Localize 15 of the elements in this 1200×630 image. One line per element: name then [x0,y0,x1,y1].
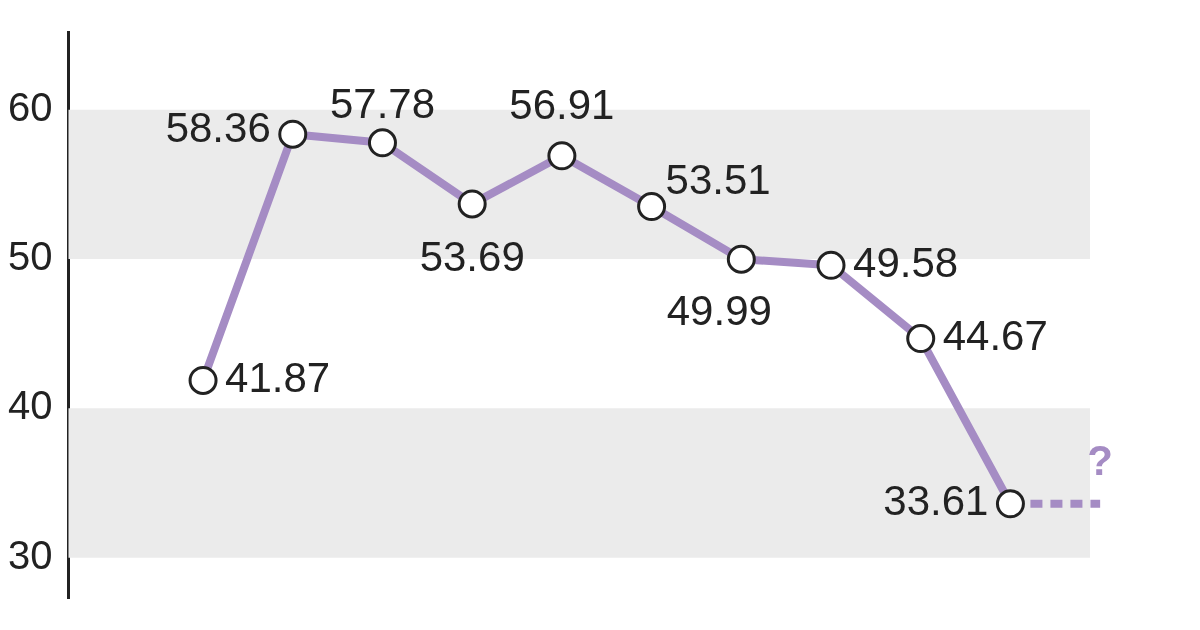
data-label: 53.51 [665,156,771,204]
data-label: 58.36 [165,103,271,151]
data-label: 49.99 [666,286,772,334]
data-label: 57.78 [329,80,436,128]
data-label: 56.91 [509,81,615,129]
y-tick-label: 30 [7,532,53,577]
y-tick-label: 60 [7,84,53,129]
data-label: 41.87 [225,353,331,401]
data-label: 49.58 [853,238,959,286]
data-label: 33.61 [883,477,989,525]
y-tick-label: 40 [7,383,53,428]
annotation: ? [1087,437,1113,485]
data-label: 44.67 [942,312,1048,360]
data-label: 53.69 [419,233,525,281]
y-tick-label: 50 [7,234,53,279]
